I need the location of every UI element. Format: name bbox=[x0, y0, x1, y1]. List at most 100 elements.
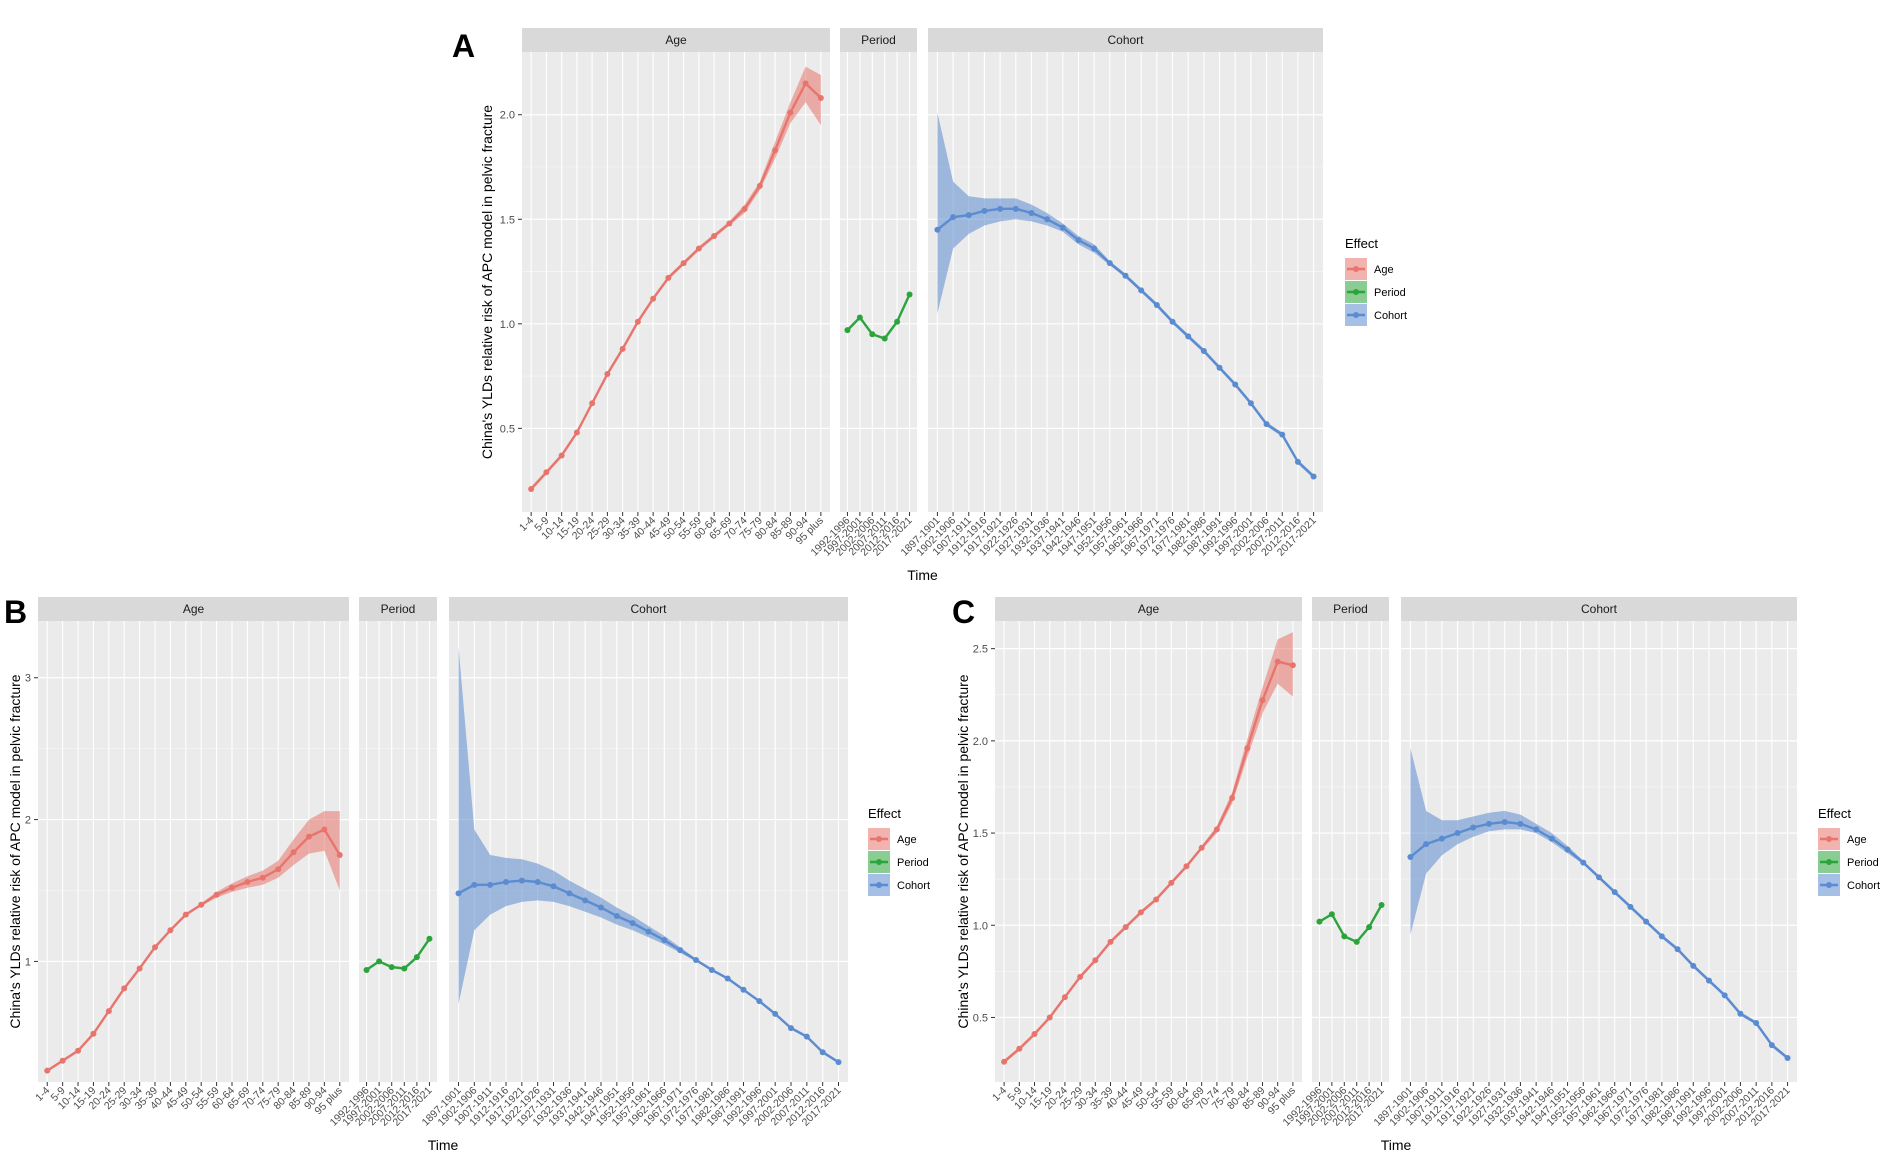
age-data-point bbox=[1274, 658, 1281, 665]
period-data-point bbox=[869, 331, 876, 338]
age-data-point bbox=[1001, 1058, 1008, 1065]
age-data-point bbox=[1259, 697, 1266, 704]
legend-title: Effect bbox=[1818, 806, 1851, 821]
age-data-point bbox=[634, 318, 641, 325]
legend-label: Age bbox=[897, 834, 917, 846]
legend: Effect Age Period Cohort bbox=[868, 806, 930, 896]
legend-label: Cohort bbox=[897, 880, 930, 892]
age-data-point bbox=[1016, 1045, 1023, 1052]
panel-letter: C bbox=[952, 594, 975, 630]
age-data-point bbox=[182, 911, 189, 918]
cohort-data-point bbox=[677, 947, 684, 954]
cohort-data-point bbox=[645, 928, 652, 935]
age-data-point bbox=[1137, 909, 1144, 916]
facet-cohort: Cohort1897-19011902-19061907-19111912-19… bbox=[420, 597, 848, 1129]
cohort-data-point bbox=[1643, 918, 1650, 925]
age-data-point bbox=[105, 1008, 112, 1015]
age-data-point bbox=[1153, 896, 1160, 903]
legend: Effect Age Period Cohort bbox=[1345, 236, 1407, 326]
age-data-point bbox=[680, 260, 687, 267]
cohort-data-point bbox=[1279, 431, 1286, 438]
legend-item-cohort: Cohort bbox=[1345, 304, 1407, 326]
facet-cohort: Cohort1897-19011902-19061907-19111912-19… bbox=[899, 28, 1323, 559]
cohort-data-point bbox=[1012, 205, 1019, 212]
facet-strip bbox=[449, 597, 848, 621]
y-tick-label: 1.5 bbox=[500, 214, 515, 226]
legend: Effect Age Period Cohort bbox=[1818, 806, 1880, 896]
cohort-data-point bbox=[1564, 846, 1571, 853]
age-data-point bbox=[213, 891, 220, 898]
cohort-data-point bbox=[1658, 933, 1665, 940]
legend-item-cohort: Cohort bbox=[868, 874, 930, 896]
age-data-point bbox=[756, 182, 763, 189]
age-data-point bbox=[1244, 745, 1251, 752]
cohort-ci-band bbox=[1410, 748, 1788, 1060]
y-tick-label: 2.0 bbox=[500, 110, 515, 122]
facet-strip-label: Cohort bbox=[1581, 602, 1618, 616]
cohort-data-point bbox=[1091, 245, 1098, 252]
y-axis-title: China's YLDs relative risk of APC model … bbox=[7, 674, 23, 1028]
cohort-data-point bbox=[629, 920, 636, 927]
period-data-point bbox=[1341, 933, 1348, 940]
cohort-data-point bbox=[1596, 874, 1602, 881]
age-data-point bbox=[321, 826, 328, 833]
age-data-point bbox=[1213, 826, 1220, 833]
age-data-point bbox=[167, 927, 174, 934]
legend-label: Period bbox=[1374, 287, 1406, 299]
cohort-data-point bbox=[534, 878, 541, 885]
age-data-point bbox=[90, 1030, 97, 1037]
facet-strip-label: Period bbox=[381, 602, 416, 616]
age-data-point bbox=[787, 109, 794, 116]
legend-key-point bbox=[1826, 836, 1832, 842]
cohort-data-point bbox=[965, 212, 972, 219]
age-data-point bbox=[136, 965, 143, 972]
age-data-point bbox=[305, 833, 312, 840]
cohort-data-point bbox=[1232, 381, 1239, 388]
age-data-point bbox=[1183, 863, 1190, 870]
cohort-data-point bbox=[1706, 977, 1712, 984]
y-tick-label: 3 bbox=[25, 673, 31, 685]
cohort-data-point bbox=[1627, 903, 1634, 910]
cohort-data-point bbox=[1438, 835, 1445, 842]
facet-strip bbox=[928, 28, 1323, 52]
cohort-data-point bbox=[1753, 1019, 1760, 1026]
period-data-point bbox=[376, 958, 383, 965]
cohort-data-point bbox=[661, 937, 668, 944]
cohort-data-point bbox=[1075, 237, 1082, 244]
age-series-line bbox=[530, 82, 822, 490]
period-data-point bbox=[844, 327, 851, 334]
panel-letter: A bbox=[452, 28, 475, 64]
period-data-point bbox=[1366, 924, 1373, 931]
age-data-point bbox=[650, 295, 657, 302]
legend-key-point bbox=[876, 859, 882, 865]
cohort-data-point bbox=[1106, 260, 1113, 267]
age-data-point bbox=[726, 220, 733, 227]
cohort-data-point bbox=[950, 214, 957, 221]
legend-title: Effect bbox=[868, 806, 901, 821]
panel-a: A Age0.51.01.52.01-45-910-1415-1920-2425-… bbox=[452, 28, 1407, 583]
age-data-point bbox=[1061, 994, 1068, 1001]
legend-key-point bbox=[876, 882, 882, 888]
age-data-point bbox=[558, 452, 565, 459]
facet-age: Age0.51.01.52.01-45-910-1415-1920-2425-2… bbox=[500, 28, 830, 547]
panel-letter: B bbox=[4, 594, 27, 630]
cohort-data-point bbox=[1690, 962, 1697, 969]
cohort-data-point bbox=[1122, 272, 1129, 279]
age-data-point bbox=[75, 1047, 82, 1054]
age-data-point bbox=[528, 486, 535, 492]
plot-background bbox=[995, 621, 1302, 1082]
cohort-data-point bbox=[1674, 946, 1681, 953]
age-data-point bbox=[1107, 938, 1114, 945]
facet-strip-label: Cohort bbox=[1107, 33, 1144, 47]
age-data-point bbox=[121, 985, 128, 992]
age-data-point bbox=[259, 874, 266, 881]
cohort-data-point bbox=[1294, 458, 1301, 465]
x-axis-title: Time bbox=[1381, 1137, 1412, 1153]
cohort-data-point bbox=[471, 881, 478, 888]
y-tick-label: 2 bbox=[25, 815, 31, 827]
legend-title: Effect bbox=[1345, 236, 1378, 251]
x-axis-title: Time bbox=[428, 1137, 459, 1153]
facet-strip bbox=[359, 597, 437, 621]
legend-label: Cohort bbox=[1847, 880, 1880, 892]
